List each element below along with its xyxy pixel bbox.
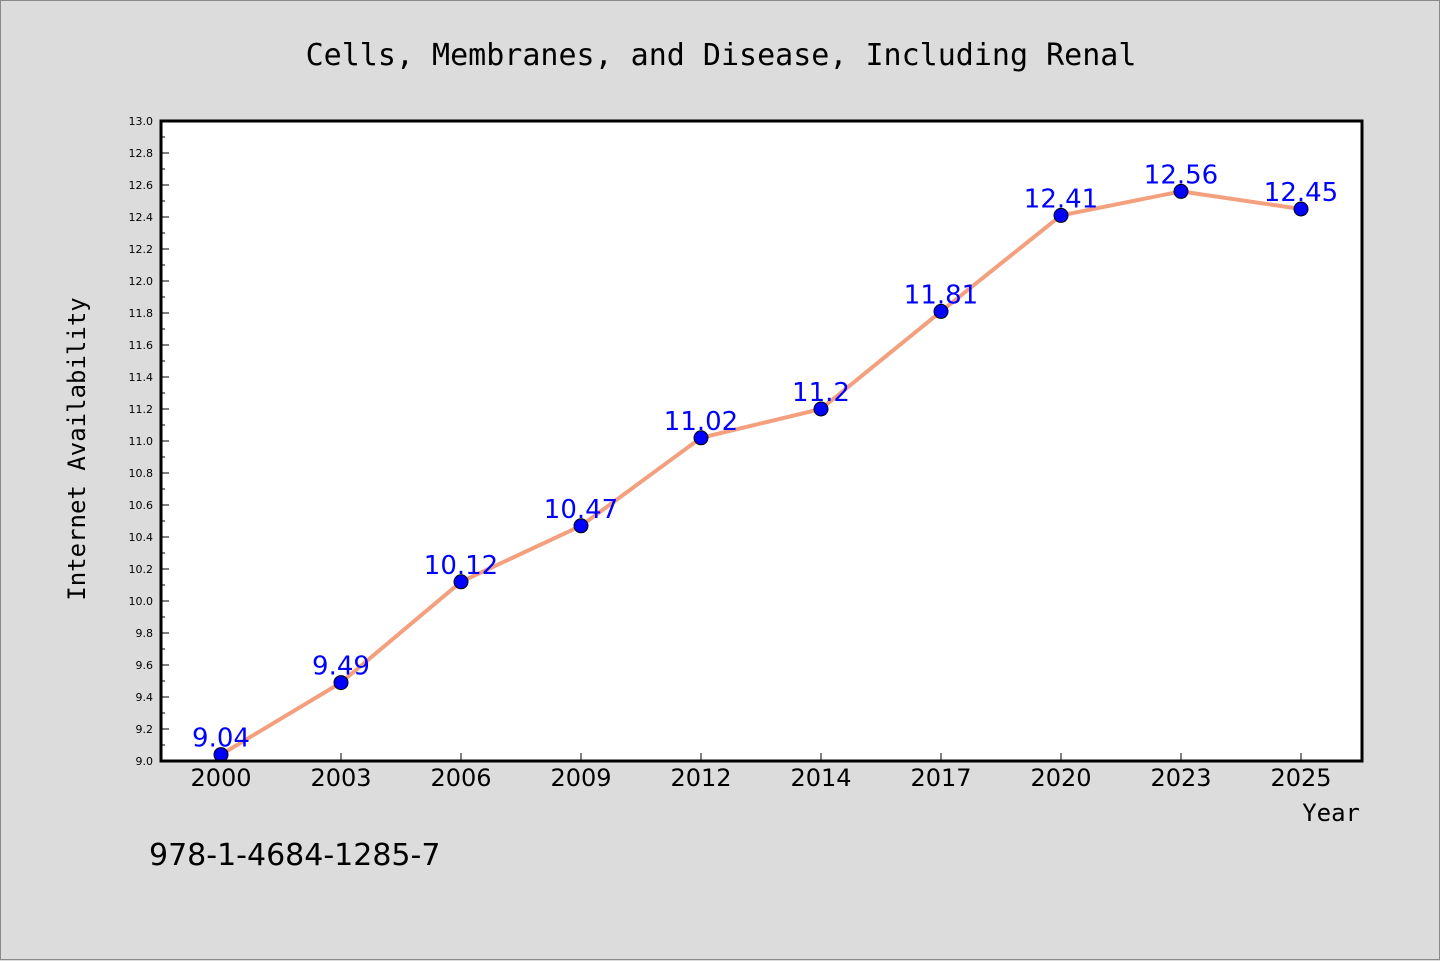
x-tick-label: 2012 [670, 764, 731, 792]
y-tick-label: 10.2 [129, 563, 154, 576]
y-tick-label: 12.6 [129, 179, 154, 192]
data-label: 11.81 [904, 280, 978, 310]
y-axis-title: Internet Availability [63, 297, 91, 600]
isbn-label: 978-1-4684-1285-7 [149, 838, 440, 873]
x-tick-label: 2006 [430, 764, 491, 792]
data-label: 12.45 [1264, 178, 1338, 208]
data-point [1173, 183, 1189, 199]
y-tick-label: 12.8 [129, 147, 154, 160]
data-label: 12.56 [1144, 160, 1218, 190]
data-point [453, 574, 469, 590]
data-label: 9.49 [312, 652, 370, 682]
y-tick-label: 11.0 [129, 435, 154, 448]
y-tick-label: 9.0 [136, 755, 154, 768]
y-tick-label: 10.8 [129, 467, 154, 480]
plot-border [159, 119, 1364, 763]
data-point [1053, 207, 1069, 223]
y-tick-label: 9.6 [136, 659, 154, 672]
data-label: 11.02 [664, 407, 738, 437]
y-tick-label: 10.6 [129, 499, 154, 512]
data-labels: 9.04 9.49 10.12 10.47 11.02 11.2 11.81 12.41 12.… [192, 160, 1338, 753]
data-point [693, 430, 709, 446]
x-tick-label: 2009 [550, 764, 611, 792]
x-tick-label: 2017 [910, 764, 971, 792]
x-tick-label: 2023 [1150, 764, 1211, 792]
data-point [333, 675, 349, 691]
chart-title: Cells, Membranes, and Disease, Including… [306, 38, 1137, 73]
data-point [573, 518, 589, 534]
y-tick-label: 11.8 [129, 307, 154, 320]
y-tick-label: 11.4 [129, 371, 154, 384]
x-tick-label: 2003 [310, 764, 371, 792]
data-point [813, 401, 829, 417]
y-tick-label: 10.4 [129, 531, 154, 544]
y-tick-label: 13.0 [129, 115, 154, 128]
data-label: 12.41 [1024, 184, 1098, 214]
x-tick-label: 2014 [790, 764, 851, 792]
y-tick-label: 9.8 [136, 627, 154, 640]
x-tick-label: 2000 [190, 764, 251, 792]
data-label: 11.2 [792, 378, 850, 408]
x-axis-title: Year [1302, 799, 1360, 827]
x-tick-label: 2020 [1030, 764, 1091, 792]
data-label: 10.47 [544, 495, 618, 525]
x-tick-label: 2025 [1270, 764, 1331, 792]
series-markers [213, 183, 1309, 763]
data-label: 10.12 [424, 551, 498, 581]
data-label: 9.04 [192, 724, 250, 754]
y-tick-label: 12.4 [129, 211, 154, 224]
y-tick-label: 10.0 [129, 595, 154, 608]
y-axis-ticks: 9.0 9.2 9.4 9.6 9.8 10.0 10.2 10.4 10.6 10.8 11.0 1… [129, 115, 169, 768]
y-tick-label: 9.4 [136, 691, 154, 704]
y-tick-label: 11.6 [129, 339, 154, 352]
y-tick-label: 9.2 [136, 723, 154, 736]
y-tick-label: 12.2 [129, 243, 154, 256]
y-tick-label: 11.2 [129, 403, 154, 416]
series-line [219, 189, 1302, 757]
x-axis-ticks: 2000 2003 2006 2009 2012 2014 2017 2020 2023 2025 [190, 753, 1332, 792]
data-point [933, 303, 949, 319]
data-point [1293, 201, 1309, 217]
y-tick-label: 12.0 [129, 275, 154, 288]
plot-area [161, 121, 1362, 761]
